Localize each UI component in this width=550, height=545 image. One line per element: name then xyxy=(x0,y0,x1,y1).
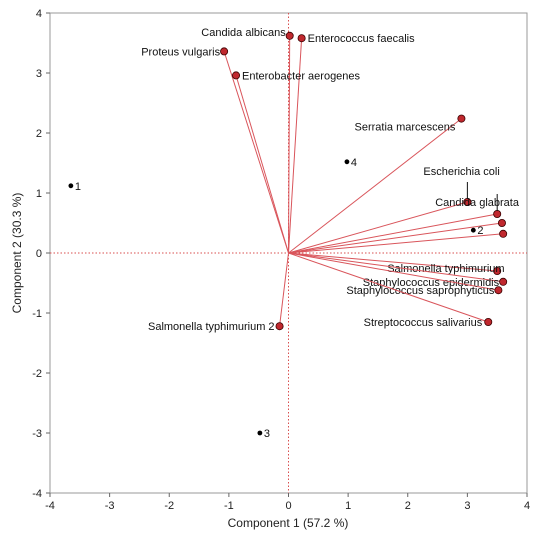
loading-vector-line xyxy=(288,201,468,254)
score-label: 4 xyxy=(351,157,357,169)
loading-point xyxy=(484,317,493,326)
x-tick-label: -4 xyxy=(45,500,55,512)
loading-point xyxy=(232,71,241,80)
loading-point xyxy=(497,218,506,227)
loading-vector-line xyxy=(288,252,504,283)
loading-label: Candida albicans xyxy=(201,27,286,39)
score-point xyxy=(68,183,74,189)
loading-point xyxy=(275,322,284,331)
loading-label: Escherichia coli xyxy=(423,166,499,178)
score-point xyxy=(470,227,476,233)
x-tick-label: 2 xyxy=(405,500,411,512)
loading-label: Salmonella typhimurium 2 xyxy=(148,321,275,333)
x-tick-label: 4 xyxy=(524,500,530,512)
loading-label: Enterococcus faecalis xyxy=(308,33,415,45)
loading-point xyxy=(220,47,229,56)
loading-label: Proteus vulgaris xyxy=(141,46,220,58)
y-tick-label: -4 xyxy=(32,488,42,500)
y-axis-ticks: -4 -3 -2 -1 0 1 2 3 4 xyxy=(32,8,50,500)
loading-point xyxy=(493,266,502,275)
loading-point xyxy=(285,31,294,40)
y-axis-title: Component 2 (30.3 %) xyxy=(10,193,24,314)
loading-vector-line xyxy=(288,252,498,272)
score-label: 3 xyxy=(264,428,270,440)
loading-vector-line xyxy=(235,75,289,254)
score-label: 2 xyxy=(477,225,483,237)
x-tick-label: -3 xyxy=(105,500,115,512)
loading-vectors: Candida albicans Enterococcus faecalis Pro… xyxy=(141,27,520,333)
y-tick-label: 2 xyxy=(36,128,42,140)
score-points: 1 2 3 4 xyxy=(68,157,483,440)
x-tick-label: 3 xyxy=(464,500,470,512)
loading-label: Staphylococcus epidermidis xyxy=(363,277,500,289)
loading-vector-line xyxy=(288,252,499,291)
loading-vector-line xyxy=(288,118,462,254)
loading-vector-line xyxy=(288,252,489,323)
score-point xyxy=(344,159,350,165)
loading-label: Streptococcus salivarius xyxy=(364,317,483,329)
x-tick-label: -1 xyxy=(224,500,234,512)
score-point xyxy=(257,430,263,436)
loading-label: Candida glabrata xyxy=(435,197,520,209)
score-label: 1 xyxy=(75,181,81,193)
y-tick-label: 0 xyxy=(36,248,42,260)
y-tick-label: 1 xyxy=(36,188,42,200)
loading-point xyxy=(499,229,508,238)
x-tick-label: 1 xyxy=(345,500,351,512)
y-tick-label: 4 xyxy=(36,8,42,20)
loading-vector-line xyxy=(288,38,303,254)
loading-point xyxy=(499,277,508,286)
loading-vector-line xyxy=(288,213,498,254)
loading-point xyxy=(494,286,503,295)
loading-vector-line xyxy=(223,51,289,254)
loading-point xyxy=(457,114,466,123)
x-tick-label: -2 xyxy=(164,500,174,512)
y-tick-label: -3 xyxy=(32,428,42,440)
loading-vector-line xyxy=(288,222,503,254)
x-axis-title: Component 1 (57.2 %) xyxy=(228,516,349,530)
y-tick-label: -2 xyxy=(32,368,42,380)
y-tick-label: -1 xyxy=(32,308,42,320)
x-tick-label: 0 xyxy=(285,500,291,512)
loading-point xyxy=(493,209,502,218)
x-axis-ticks: -4 -3 -2 -1 0 1 2 3 4 xyxy=(45,493,530,512)
loading-label: Salmonella typhimurium xyxy=(387,263,504,275)
loading-label: Serratia marcescens xyxy=(355,122,456,134)
loading-label: Enterobacter aerogenes xyxy=(242,70,361,82)
y-tick-label: 3 xyxy=(36,68,42,80)
loading-vector-line xyxy=(288,233,504,254)
loading-label: Staphylococcus saprophyticus xyxy=(346,285,494,297)
loading-vector-line xyxy=(288,35,291,254)
loading-vector-line xyxy=(279,252,289,327)
loading-point xyxy=(297,34,306,43)
